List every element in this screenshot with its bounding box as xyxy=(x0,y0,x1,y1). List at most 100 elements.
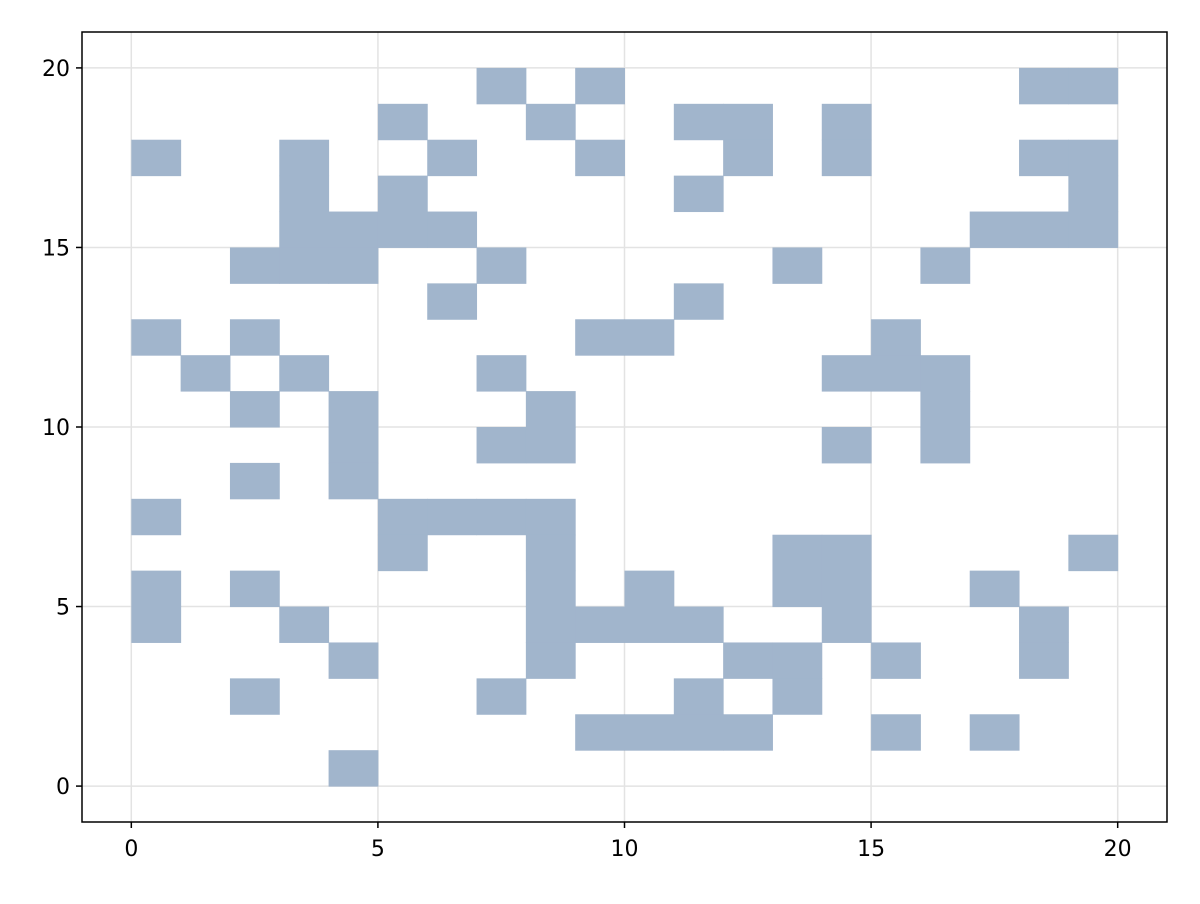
cell xyxy=(821,606,872,643)
y-tick-label: 15 xyxy=(42,236,70,261)
cell xyxy=(525,103,576,141)
x-tick-label: 0 xyxy=(124,837,138,862)
cell xyxy=(1068,211,1119,248)
cell xyxy=(673,103,724,141)
cell xyxy=(920,247,971,284)
x-tick-label: 20 xyxy=(1104,837,1132,862)
cell xyxy=(476,427,527,464)
cell xyxy=(821,103,872,141)
cell xyxy=(377,211,428,248)
cell xyxy=(772,570,823,608)
y-tick-label: 20 xyxy=(42,57,70,82)
x-tick-label: 15 xyxy=(857,837,885,862)
cell xyxy=(969,211,1020,248)
cell xyxy=(1019,139,1069,177)
cell xyxy=(131,570,182,608)
cell xyxy=(920,427,971,464)
cell xyxy=(229,391,280,428)
cell xyxy=(969,714,1020,751)
cell xyxy=(377,534,428,572)
cell xyxy=(821,427,872,464)
cell xyxy=(1019,642,1069,679)
cell xyxy=(772,642,823,679)
cell xyxy=(476,498,527,536)
y-tick-label: 10 xyxy=(42,416,70,441)
cell xyxy=(871,319,921,356)
cell xyxy=(328,427,379,464)
cell xyxy=(1019,606,1069,643)
cell xyxy=(624,714,675,751)
cell xyxy=(723,642,773,679)
cell xyxy=(772,678,823,715)
x-tick-label: 5 xyxy=(371,837,385,862)
cell xyxy=(1019,211,1069,248)
cell xyxy=(723,714,773,751)
cells xyxy=(131,67,1119,787)
cell xyxy=(525,570,576,608)
cell xyxy=(525,498,576,536)
cell xyxy=(575,714,625,751)
cell xyxy=(871,642,921,679)
cell xyxy=(229,319,280,356)
cell xyxy=(723,103,773,141)
cell xyxy=(624,319,675,356)
cell xyxy=(328,750,379,787)
cell xyxy=(525,606,576,643)
cell xyxy=(229,570,280,608)
cell xyxy=(476,355,527,392)
cell xyxy=(525,391,576,428)
cell xyxy=(279,175,330,213)
cell xyxy=(673,175,724,213)
y-tick-label: 5 xyxy=(56,596,70,621)
cell xyxy=(673,606,724,643)
cell xyxy=(871,355,921,392)
cell xyxy=(427,211,478,248)
ticks: 0 5 10 15 20 0 5 10 15 20 xyxy=(42,57,1132,862)
cell xyxy=(920,355,971,392)
cell xyxy=(279,139,330,177)
y-tick-label: 0 xyxy=(56,775,70,800)
cell xyxy=(575,139,625,177)
cell xyxy=(624,570,675,608)
cell xyxy=(821,355,872,392)
cell xyxy=(525,427,576,464)
cell xyxy=(1019,67,1069,105)
cell xyxy=(427,139,478,177)
cell xyxy=(525,642,576,679)
cell xyxy=(328,211,379,248)
cell xyxy=(279,247,330,284)
cell xyxy=(920,391,971,428)
cell xyxy=(673,283,724,320)
cell xyxy=(180,355,231,392)
cell xyxy=(377,103,428,141)
cell xyxy=(871,714,921,751)
cell xyxy=(427,283,478,320)
cell xyxy=(1068,534,1119,572)
cell xyxy=(476,67,527,105)
cell xyxy=(131,139,182,177)
cell xyxy=(229,678,280,715)
cell xyxy=(723,139,773,177)
cell xyxy=(673,714,724,751)
cell xyxy=(131,319,182,356)
cell xyxy=(476,247,527,284)
cell xyxy=(131,498,182,536)
cell xyxy=(821,534,872,572)
cell xyxy=(1068,175,1119,213)
cell xyxy=(131,606,182,643)
cell xyxy=(525,534,576,572)
cell xyxy=(673,678,724,715)
cell xyxy=(377,498,428,536)
cell xyxy=(229,247,280,284)
cell xyxy=(377,175,428,213)
cell xyxy=(1068,139,1119,177)
cell xyxy=(772,247,823,284)
cell xyxy=(575,67,625,105)
cell xyxy=(229,462,280,500)
cell xyxy=(279,211,330,248)
x-tick-label: 10 xyxy=(611,837,639,862)
cell xyxy=(575,606,625,643)
cell xyxy=(328,247,379,284)
